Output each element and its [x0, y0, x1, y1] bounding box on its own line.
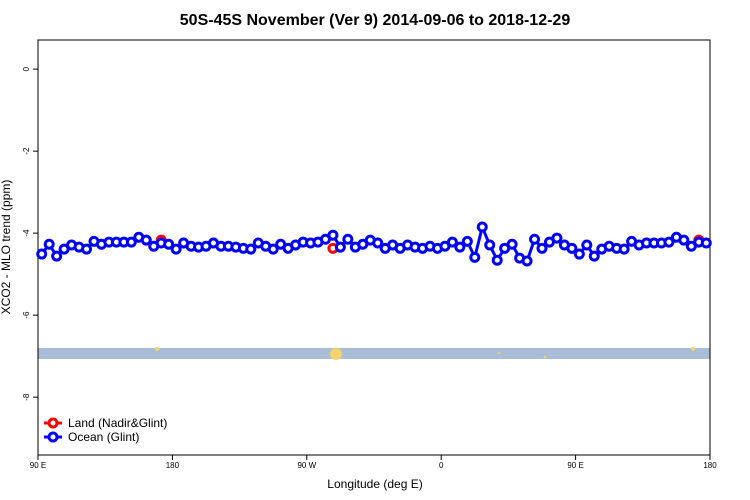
point — [491, 254, 503, 266]
band-marker — [543, 355, 547, 359]
point — [573, 248, 585, 260]
y-axis-label: XCO2 - MLO trend (ppm) — [0, 180, 13, 315]
legend-label: Land (Nadir&Glint) — [68, 416, 167, 430]
point — [469, 251, 481, 263]
x-tick-label: 180 — [166, 461, 180, 470]
legend-swatch — [47, 417, 59, 429]
x-tick-label: 90 W — [297, 461, 316, 470]
point — [476, 221, 488, 233]
y-tick-label: -8 — [22, 393, 31, 401]
y-tick-label: 0 — [22, 66, 31, 71]
y-tick-label: -6 — [22, 311, 31, 319]
band-marker — [155, 347, 159, 351]
point — [125, 236, 137, 248]
point — [461, 235, 473, 247]
x-tick-label: 90 E — [30, 461, 46, 470]
x-tick-label: 0 — [439, 461, 444, 470]
point — [327, 229, 339, 241]
legend-label: Ocean (Glint) — [68, 430, 139, 444]
point — [566, 242, 578, 254]
band-marker — [330, 348, 342, 360]
y-tick-label: -2 — [22, 147, 31, 155]
point — [170, 243, 182, 255]
point — [43, 238, 55, 250]
point — [372, 237, 384, 249]
chart-title: 50S-45S November (Ver 9) 2014-09-06 to 2… — [180, 12, 571, 29]
point — [245, 243, 257, 255]
band-marker — [691, 347, 695, 351]
point — [551, 232, 563, 244]
point — [581, 239, 593, 251]
point — [700, 237, 712, 249]
y-tick-label: -4 — [22, 229, 31, 237]
point — [81, 243, 93, 255]
point — [163, 238, 175, 250]
point — [140, 234, 152, 246]
point — [36, 248, 48, 260]
point — [484, 239, 496, 251]
x-tick-label: 180 — [703, 461, 717, 470]
point — [334, 241, 346, 253]
point — [618, 243, 630, 255]
point — [51, 250, 63, 262]
point — [678, 234, 690, 246]
point — [506, 238, 518, 250]
point — [454, 241, 466, 253]
point — [521, 255, 533, 267]
point — [342, 233, 354, 245]
band-markers — [155, 347, 695, 360]
plot-frame — [37, 39, 711, 456]
point — [588, 250, 600, 262]
legend-swatch — [47, 431, 59, 443]
point — [267, 243, 279, 255]
point — [446, 236, 458, 248]
x-axis-label: Longitude (deg E) — [327, 477, 422, 491]
band-marker — [497, 351, 501, 355]
point — [536, 242, 548, 254]
x-tick-label: 90 E — [567, 461, 583, 470]
density-band — [38, 348, 710, 359]
point — [663, 236, 675, 248]
legend: Land (Nadir&Glint)Ocean (Glint) — [44, 416, 167, 444]
point — [529, 233, 541, 245]
